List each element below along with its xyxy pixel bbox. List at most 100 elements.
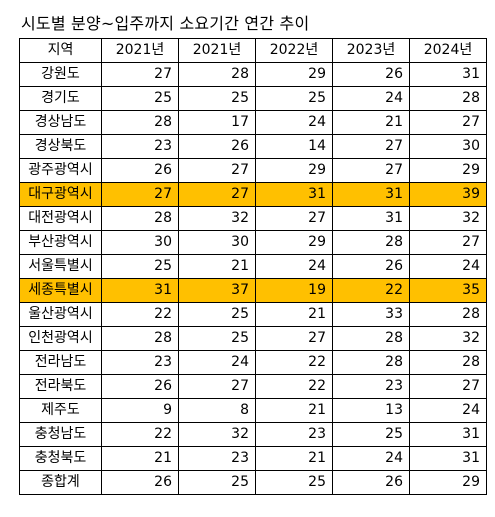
column-header-year: 2021년 (101, 38, 179, 63)
value-cell: 31 (255, 182, 333, 207)
value-cell: 27 (332, 134, 410, 159)
value-cell: 25 (178, 86, 256, 111)
table-row: 광주광역시 26 27 29 27 29 (19, 158, 487, 183)
value-cell: 22 (255, 374, 333, 399)
value-cell: 32 (409, 326, 487, 351)
value-cell: 27 (101, 62, 179, 87)
value-cell: 23 (101, 350, 179, 375)
table-row: 경기도 25 25 25 24 28 (19, 86, 487, 111)
value-cell: 25 (178, 302, 256, 327)
value-cell: 21 (255, 446, 333, 471)
table-body: 강원도 27 28 29 26 31 경기도 25 25 25 24 28 경상남도 28 17 24 21 27… (19, 62, 487, 495)
value-cell: 29 (409, 470, 487, 495)
value-cell: 27 (409, 374, 487, 399)
table-row: 종합계 26 25 25 26 29 (19, 470, 487, 495)
value-cell: 28 (101, 326, 179, 351)
value-cell: 26 (332, 470, 410, 495)
value-cell: 23 (178, 446, 256, 471)
value-cell: 28 (101, 110, 179, 135)
table-row: 전라남도 23 24 22 28 28 (19, 350, 487, 375)
page-title: 시도별 분양~입주까지 소요기간 연간 추이 (21, 14, 310, 33)
value-cell: 21 (101, 446, 179, 471)
value-cell: 8 (178, 398, 256, 423)
region-cell: 부산광역시 (19, 230, 102, 255)
value-cell: 26 (178, 134, 256, 159)
value-cell: 24 (409, 398, 487, 423)
value-cell: 25 (178, 326, 256, 351)
value-cell: 26 (101, 374, 179, 399)
value-cell: 31 (409, 62, 487, 87)
value-cell: 26 (101, 470, 179, 495)
table-row-highlighted: 세종특별시 31 37 19 22 35 (19, 278, 487, 303)
value-cell: 27 (178, 182, 256, 207)
value-cell: 27 (255, 326, 333, 351)
value-cell: 39 (409, 182, 487, 207)
table-row: 강원도 27 28 29 26 31 (19, 62, 487, 87)
region-cell: 종합계 (19, 470, 102, 495)
value-cell: 31 (332, 182, 410, 207)
table-row: 서울특별시 25 21 24 26 24 (19, 254, 487, 279)
value-cell: 28 (332, 350, 410, 375)
table-row: 제주도 9 8 21 13 24 (19, 398, 487, 423)
region-cell: 대구광역시 (19, 182, 102, 207)
column-header-region: 지역 (19, 38, 102, 63)
value-cell: 35 (409, 278, 487, 303)
region-cell: 울산광역시 (19, 302, 102, 327)
region-cell: 경상남도 (19, 110, 102, 135)
table-row: 부산광역시 30 30 29 28 27 (19, 230, 487, 255)
value-cell: 26 (332, 62, 410, 87)
region-cell: 강원도 (19, 62, 102, 87)
value-cell: 31 (409, 422, 487, 447)
value-cell: 27 (409, 110, 487, 135)
region-cell: 전라북도 (19, 374, 102, 399)
column-header-year: 2021년 (178, 38, 256, 63)
column-header-year: 2022년 (255, 38, 333, 63)
value-cell: 24 (255, 254, 333, 279)
value-cell: 30 (409, 134, 487, 159)
region-cell: 인천광역시 (19, 326, 102, 351)
value-cell: 22 (101, 422, 179, 447)
data-table: 지역 2021년 2021년 2022년 2023년 2024년 강원도 27 28… (19, 38, 487, 495)
table-row: 대전광역시 28 32 27 31 32 (19, 206, 487, 231)
value-cell: 22 (255, 350, 333, 375)
value-cell: 23 (332, 374, 410, 399)
column-header-year: 2024년 (409, 38, 487, 63)
table-row: 전라북도 26 27 22 23 27 (19, 374, 487, 399)
value-cell: 24 (332, 86, 410, 111)
region-cell: 제주도 (19, 398, 102, 423)
value-cell: 17 (178, 110, 256, 135)
table-header-row: 지역 2021년 2021년 2022년 2023년 2024년 (19, 38, 487, 63)
value-cell: 32 (178, 422, 256, 447)
value-cell: 25 (101, 254, 179, 279)
table-row: 인천광역시 28 25 27 28 32 (19, 326, 487, 351)
region-cell: 경상북도 (19, 134, 102, 159)
region-cell: 서울특별시 (19, 254, 102, 279)
value-cell: 24 (255, 110, 333, 135)
value-cell: 9 (101, 398, 179, 423)
table-row: 충청북도 21 23 21 24 31 (19, 446, 487, 471)
table-row: 충청남도 22 32 23 25 31 (19, 422, 487, 447)
value-cell: 14 (255, 134, 333, 159)
value-cell: 25 (101, 86, 179, 111)
value-cell: 22 (101, 302, 179, 327)
value-cell: 19 (255, 278, 333, 303)
region-cell: 경기도 (19, 86, 102, 111)
value-cell: 21 (332, 110, 410, 135)
region-cell: 세종특별시 (19, 278, 102, 303)
value-cell: 28 (101, 206, 179, 231)
table-row-highlighted: 대구광역시 27 27 31 31 39 (19, 182, 487, 207)
value-cell: 31 (101, 278, 179, 303)
value-cell: 29 (255, 230, 333, 255)
region-cell: 광주광역시 (19, 158, 102, 183)
value-cell: 27 (255, 206, 333, 231)
value-cell: 25 (332, 422, 410, 447)
value-cell: 33 (332, 302, 410, 327)
region-cell: 충청남도 (19, 422, 102, 447)
value-cell: 22 (332, 278, 410, 303)
value-cell: 25 (178, 470, 256, 495)
value-cell: 27 (332, 158, 410, 183)
value-cell: 27 (409, 230, 487, 255)
value-cell: 25 (255, 470, 333, 495)
value-cell: 21 (255, 302, 333, 327)
value-cell: 30 (101, 230, 179, 255)
